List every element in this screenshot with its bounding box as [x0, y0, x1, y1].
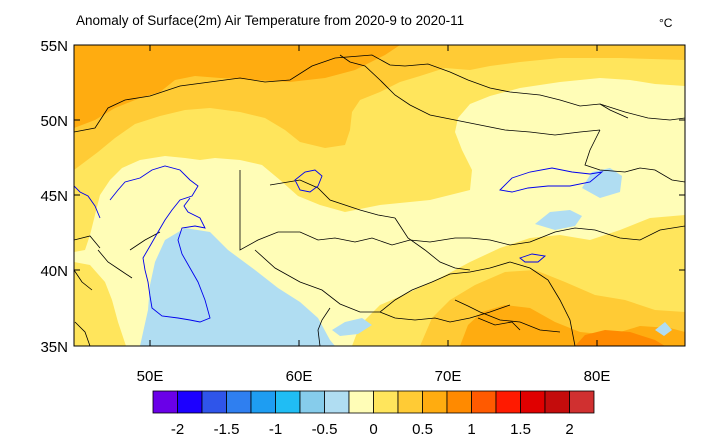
colorbar-label: -2 [171, 421, 184, 438]
colorbar-swatch [422, 390, 448, 414]
colorbar-swatch [495, 390, 521, 414]
aral-sea-outline [294, 169, 323, 193]
colorbar-swatch [226, 390, 252, 414]
anomaly-fill-0.5-1 [74, 262, 126, 346]
lon-label: 70E [435, 368, 462, 385]
anomaly-fill-1.5-2 [74, 45, 400, 128]
balkhash-lake-outline [499, 167, 604, 193]
colorbar-label: -1 [269, 421, 282, 438]
issyk-kul-outline [519, 253, 547, 263]
colorbar-swatch [471, 390, 497, 414]
anomaly-fill-negative [332, 318, 372, 336]
country-borders [74, 54, 685, 346]
lat-label: 45N [40, 188, 68, 205]
colorbar-swatch [520, 390, 546, 414]
caspian-sea-outline [109, 165, 211, 323]
colorbar-label: 0 [369, 421, 377, 438]
lat-label: 55N [40, 38, 68, 55]
lon-label: 80E [584, 368, 611, 385]
colorbar-label: 0.5 [412, 421, 433, 438]
colorbar-label: -0.5 [312, 421, 338, 438]
anomaly-fill-negative [655, 322, 672, 336]
unit-label: °C [659, 16, 673, 30]
lat-label: 40N [40, 263, 68, 280]
colorbar-swatch [299, 390, 325, 414]
colorbar-swatch [544, 390, 570, 414]
colorbar-swatch [177, 390, 203, 414]
anomaly-fill-negative [535, 210, 582, 230]
colorbar-swatch [373, 390, 399, 414]
anomaly-field [74, 45, 685, 346]
colorbar-swatch [250, 390, 276, 414]
axis-ticks [74, 44, 685, 347]
anomaly-fill-negative [140, 228, 335, 346]
colorbar-swatch [201, 390, 227, 414]
lat-label: 50N [40, 113, 68, 130]
colorbar-labels: -2 -1.5 -1 -0.5 0 0.5 1 1.5 2 [171, 421, 574, 438]
colorbar [152, 390, 595, 414]
colorbar-swatch [348, 390, 374, 414]
lon-label: 50E [137, 368, 164, 385]
map-title: Anomaly of Surface(2m) Air Temperature f… [76, 13, 464, 28]
lon-label: 60E [286, 368, 313, 385]
colorbar-swatch [152, 390, 178, 414]
colorbar-swatch [397, 390, 423, 414]
colorbar-swatch [569, 390, 595, 414]
colorbar-label: 2 [565, 421, 573, 438]
colorbar-label: -1.5 [214, 421, 240, 438]
colorbar-label: 1.5 [510, 421, 531, 438]
coastlines-lakes [74, 165, 604, 323]
colorbar-swatch [446, 390, 472, 414]
black-sea-coast [74, 185, 101, 219]
lat-label: 35N [40, 339, 68, 356]
colorbar-swatch [324, 390, 350, 414]
anomaly-fill-negative [582, 168, 622, 198]
colorbar-swatch [275, 390, 301, 414]
colorbar-label: 1 [467, 421, 475, 438]
